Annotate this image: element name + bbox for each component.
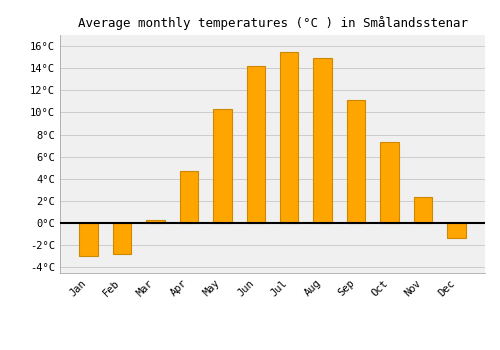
Bar bbox=[414, 197, 432, 223]
Bar bbox=[448, 223, 466, 238]
Bar bbox=[280, 51, 298, 223]
Bar bbox=[347, 100, 366, 223]
Bar bbox=[213, 109, 232, 223]
Bar bbox=[380, 142, 399, 223]
Bar bbox=[246, 66, 265, 223]
Bar bbox=[146, 220, 165, 223]
Bar bbox=[180, 171, 198, 223]
Bar bbox=[314, 58, 332, 223]
Bar bbox=[113, 223, 131, 254]
Title: Average monthly temperatures (°C ) in Smålandsstenar: Average monthly temperatures (°C ) in Sm… bbox=[78, 16, 468, 30]
Bar bbox=[80, 223, 98, 257]
